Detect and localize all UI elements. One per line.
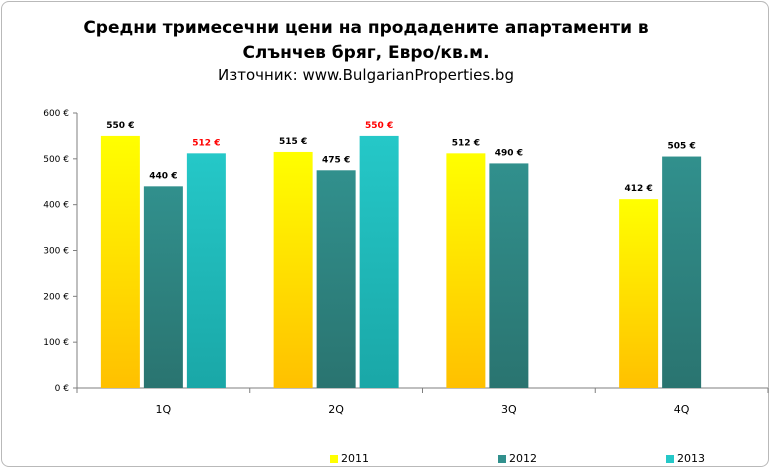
bar-2011-3Q bbox=[446, 153, 486, 388]
bar-2012-1Q bbox=[143, 186, 183, 388]
chart-data-labels: 550 € 440 € 512 € 515 € 475 € 550 € 512 € 490 €… bbox=[106, 121, 695, 194]
data-label: 412 € bbox=[625, 184, 653, 194]
data-label: 550 € bbox=[106, 121, 134, 131]
data-label: 550 € bbox=[365, 121, 393, 131]
legend-label: 2011 bbox=[341, 452, 369, 465]
y-tick-label: 200 € bbox=[43, 292, 69, 302]
chart-title: Средни тримесечни цени на продадените ап… bbox=[0, 16, 732, 66]
chart-legend: 2011 2012 2013 bbox=[0, 452, 772, 466]
data-label: 440 € bbox=[149, 171, 177, 181]
x-tick-label: 2Q bbox=[328, 403, 344, 416]
data-label: 512 € bbox=[192, 138, 220, 148]
legend-item-2012: 2012 bbox=[498, 452, 537, 465]
x-tick-label: 3Q bbox=[501, 403, 517, 416]
chart-bars bbox=[100, 135, 702, 388]
data-label: 512 € bbox=[452, 138, 480, 148]
bar-2011-2Q bbox=[273, 151, 313, 388]
data-label: 490 € bbox=[495, 148, 523, 158]
bar-2013-2Q bbox=[359, 135, 399, 388]
y-tick-label: 0 € bbox=[55, 384, 70, 394]
y-tick-label: 300 € bbox=[43, 247, 69, 257]
legend-swatch bbox=[330, 454, 338, 463]
y-tick-label: 400 € bbox=[43, 201, 69, 211]
legend-item-2013: 2013 bbox=[666, 452, 705, 465]
bar-2012-3Q bbox=[489, 163, 529, 388]
data-label: 505 € bbox=[668, 142, 696, 152]
legend-swatch bbox=[666, 454, 674, 463]
y-tick-label: 500 € bbox=[43, 155, 69, 165]
bar-2012-2Q bbox=[316, 170, 356, 388]
legend-item-2011: 2011 bbox=[330, 452, 369, 465]
legend-swatch bbox=[498, 454, 506, 463]
chart-title-line1: Средни тримесечни цени на продадените ап… bbox=[83, 18, 649, 38]
chart-title-line2: Слънчев бряг, Евро/кв.м. bbox=[242, 43, 490, 63]
data-label: 475 € bbox=[322, 155, 350, 165]
bar-2012-4Q bbox=[662, 156, 702, 388]
data-label: 515 € bbox=[279, 137, 307, 147]
y-tick-label: 100 € bbox=[43, 338, 69, 348]
y-tick-label: 600 € bbox=[43, 109, 69, 119]
bar-2013-1Q bbox=[186, 153, 226, 388]
x-tick-label: 1Q bbox=[156, 403, 172, 416]
legend-label: 2013 bbox=[677, 452, 705, 465]
x-tick-label: 4Q bbox=[674, 403, 690, 416]
bar-2011-4Q bbox=[619, 199, 659, 388]
legend-label: 2012 bbox=[509, 452, 537, 465]
chart-subtitle: Източник: www.BulgarianProperties.bg bbox=[218, 66, 514, 84]
bar-2011-1Q bbox=[100, 135, 140, 388]
